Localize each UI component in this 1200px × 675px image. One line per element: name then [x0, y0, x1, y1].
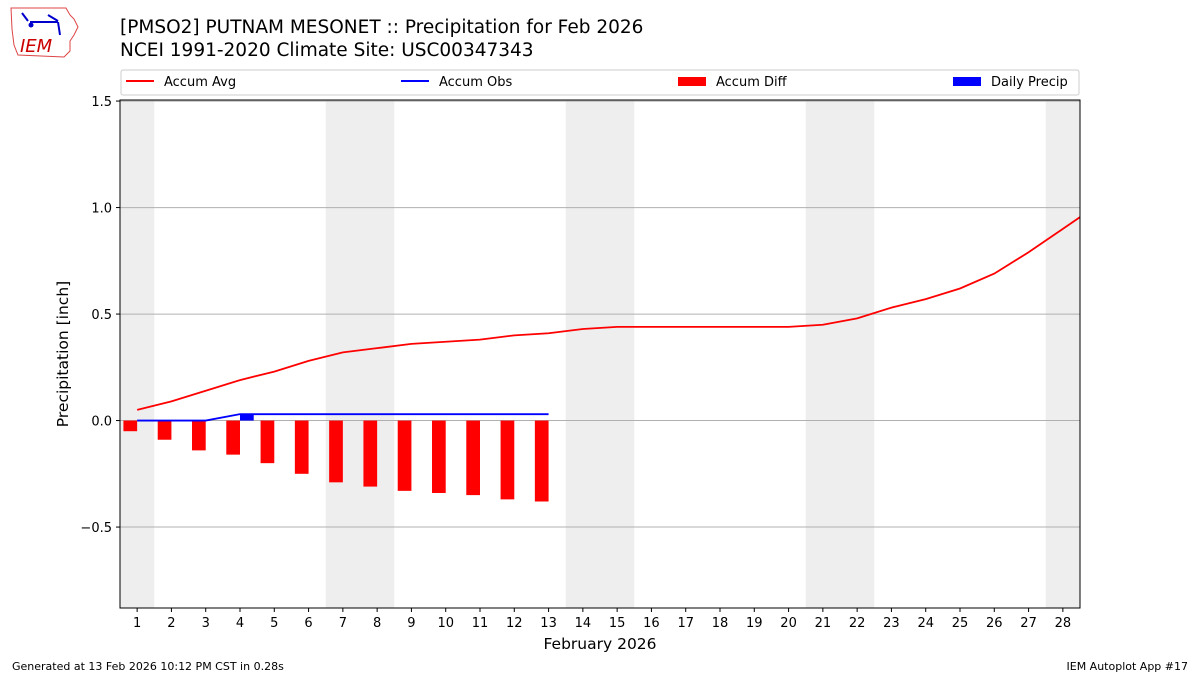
accum-diff-bar: [123, 420, 138, 432]
chart-subtitle: NCEI 1991-2020 Climate Site: USC00347343: [120, 40, 534, 61]
x-axis-label: February 2026: [543, 635, 656, 653]
legend-label: Accum Diff: [716, 75, 788, 90]
x-tick-label: 12: [506, 616, 523, 631]
x-tick-label: 13: [540, 616, 557, 631]
legend-label: Accum Avg: [164, 75, 236, 90]
x-tick-label: 18: [712, 616, 729, 631]
legend-label: Daily Precip: [991, 75, 1068, 90]
chart-title: [PMSO2] PUTNAM MESONET :: Precipitation …: [120, 17, 644, 38]
x-tick-label: 11: [472, 616, 489, 631]
accum-diff-bar: [500, 420, 515, 500]
x-tick-label: 27: [1020, 616, 1037, 631]
accum-avg-line: [136, 216, 1080, 411]
accum-diff-bar: [260, 420, 275, 464]
weekend-shade: [120, 100, 155, 608]
x-tick-label: 23: [883, 616, 900, 631]
accum-diff-bar: [226, 420, 240, 455]
plot-frame: [119, 99, 1081, 609]
y-tick-label: 0.5: [91, 308, 112, 323]
x-tick-label: 4: [236, 616, 244, 631]
y-tick-label: 1.0: [91, 202, 112, 217]
accum-diff-bar: [466, 420, 480, 496]
accum-diff-bar: [397, 420, 412, 491]
daily-precip-bar: [240, 414, 254, 421]
x-tick-label: 24: [917, 616, 934, 631]
legend-swatch-bar: [953, 77, 981, 86]
x-tick-label: 16: [643, 616, 660, 631]
legend-box: [120, 69, 1080, 96]
y-tick-label: 1.5: [91, 95, 112, 110]
x-tick-label: 8: [373, 616, 381, 631]
x-tick-label: 25: [952, 616, 969, 631]
x-tick-label: 22: [849, 616, 866, 631]
x-tick-label: 3: [202, 616, 210, 631]
x-tick-label: 28: [1055, 616, 1072, 631]
plot-area: [120, 100, 1080, 608]
accum-diff-bar: [294, 420, 309, 474]
footer-generated: Generated at 13 Feb 2026 10:12 PM CST in…: [12, 660, 284, 673]
weekend-shade: [805, 100, 875, 608]
x-tick-label: 2: [167, 616, 175, 631]
accum-diff-bar: [157, 420, 172, 440]
y-tick-label: 0.0: [91, 415, 112, 430]
y-tick-label: −0.5: [80, 521, 112, 536]
weekend-shade: [1045, 100, 1080, 608]
x-tick-label: 19: [746, 616, 763, 631]
x-tick-label: 5: [270, 616, 278, 631]
x-tick-label: 14: [575, 616, 592, 631]
svg-text:IEM: IEM: [20, 36, 53, 57]
footer-app: IEM Autoplot App #17: [1066, 660, 1189, 673]
y-axis-label: Precipitation [inch]: [54, 281, 72, 427]
weekend-shade: [565, 100, 635, 608]
x-tick-label: 6: [304, 616, 312, 631]
x-tick-label: 20: [780, 616, 797, 631]
legend-swatch-bar: [678, 77, 706, 86]
accum-diff-bar: [363, 420, 378, 487]
accum-diff-bar: [534, 420, 549, 502]
x-tick-label: 7: [339, 616, 347, 631]
x-tick-label: 9: [407, 616, 415, 631]
x-tick-label: 26: [986, 616, 1003, 631]
legend-label: Accum Obs: [439, 75, 512, 90]
accum-diff-bar: [432, 420, 446, 493]
x-tick-label: 17: [677, 616, 694, 631]
x-tick-label: 1: [133, 616, 141, 631]
accum-diff-bar: [192, 420, 206, 451]
accum-diff-bar: [329, 420, 343, 483]
x-tick-label: 10: [437, 616, 454, 631]
iem-logo: IEM: [10, 7, 79, 58]
x-tick-label: 21: [815, 616, 832, 631]
x-tick-label: 15: [609, 616, 626, 631]
accum-obs-line: [137, 413, 549, 422]
